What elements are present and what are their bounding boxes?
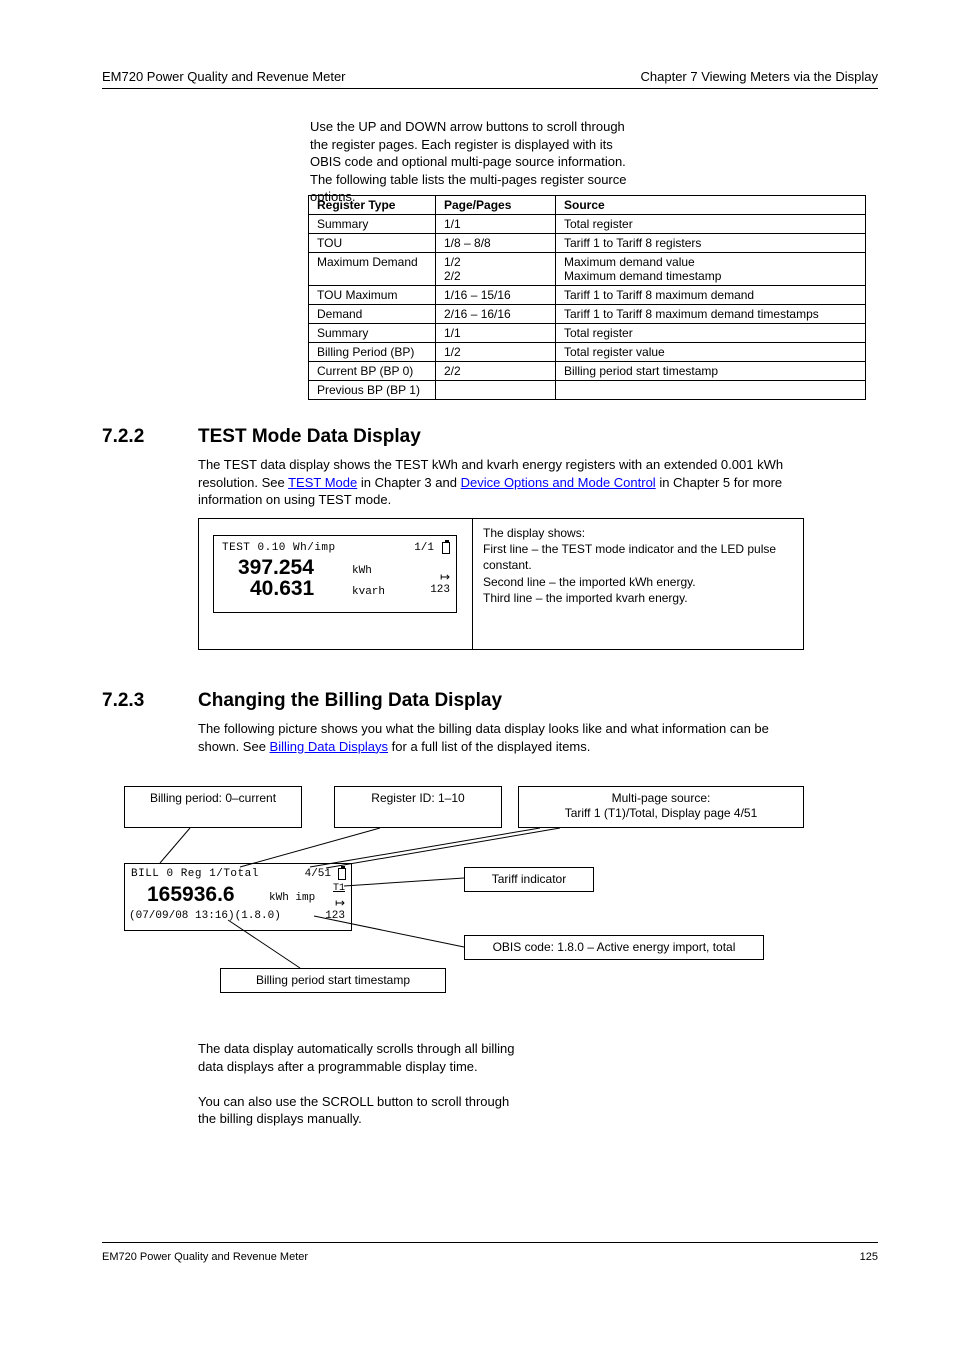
bill-lcd-topline: BILL 0 Reg 1/Total bbox=[131, 868, 259, 880]
table-row: Billing Period (BP)1/2Total register val… bbox=[309, 343, 866, 362]
section-number-722: 7.2.2 bbox=[102, 424, 144, 450]
footer-rule bbox=[102, 1242, 878, 1243]
billing-lcd: BILL 0 Reg 1/Total 4/51 165936.6 kWh imp… bbox=[124, 863, 352, 931]
billing-tail-paragraph: The data display automatically scrolls t… bbox=[198, 1040, 804, 1128]
lcd-topline: TEST 0.10 Wh/imp bbox=[222, 542, 336, 554]
phase-indicator: 123 bbox=[325, 910, 345, 922]
battery-icon bbox=[338, 868, 346, 880]
link-device-options[interactable]: Device Options and Mode Control bbox=[461, 475, 656, 490]
testmode-paragraph: The TEST data display shows the TEST kWh… bbox=[198, 456, 804, 509]
intro-paragraph: Use the UP and DOWN arrow buttons to scr… bbox=[310, 118, 870, 206]
col-source: Source bbox=[556, 196, 866, 215]
footer-page-number: 125 bbox=[860, 1251, 878, 1263]
footer-left: EM720 Power Quality and Revenue Meter bbox=[102, 1251, 308, 1263]
tail-line: the billing displays manually. bbox=[198, 1111, 362, 1126]
table-row: Summary1/1Total register bbox=[309, 324, 866, 343]
flow-arrow-icon: ↦ bbox=[335, 896, 345, 910]
bill-lcd-unit: kWh imp bbox=[269, 892, 315, 904]
callout-obis: OBIS code: 1.8.0 – Active energy import,… bbox=[464, 935, 764, 960]
callout-register-id: Register ID: 1–10 bbox=[334, 786, 502, 828]
intro-line: the register pages. Each register is dis… bbox=[310, 137, 613, 152]
register-source-table: Register Type Page/Pages Source Summary1… bbox=[308, 195, 866, 400]
bill-lcd-page: 4/51 bbox=[305, 868, 331, 880]
battery-icon bbox=[442, 542, 450, 554]
tariff-indicator: T1 bbox=[333, 883, 345, 894]
desc-line: First line – the TEST mode indicator and… bbox=[483, 542, 776, 572]
lcd-kvarh-value: 40.631 bbox=[250, 577, 314, 601]
table-row: Demand2/16 – 16/16Tariff 1 to Tariff 8 m… bbox=[309, 305, 866, 324]
callout-billing-period: Billing period: 0–current bbox=[124, 786, 302, 828]
table-header-row: Register Type Page/Pages Source bbox=[309, 196, 866, 215]
callout-timestamp: Billing period start timestamp bbox=[220, 968, 446, 993]
tail-line: The data display automatically scrolls t… bbox=[198, 1041, 515, 1056]
intro-line: OBIS code and optional multi-page source… bbox=[310, 154, 626, 169]
intro-line: The following table lists the multi-page… bbox=[310, 172, 626, 187]
col-page-pages: Page/Pages bbox=[436, 196, 556, 215]
billing-paragraph: The following picture shows you what the… bbox=[198, 720, 804, 755]
desc-line: Third line – the imported kvarh energy. bbox=[483, 591, 688, 605]
tail-line: data displays after a programmable displ… bbox=[198, 1059, 478, 1074]
col-register-type: Register Type bbox=[309, 196, 436, 215]
tail-line: You can also use the SCROLL button to sc… bbox=[198, 1094, 509, 1109]
section-title-722: TEST Mode Data Display bbox=[198, 424, 421, 450]
table-row: Current BP (BP 0)2/2Billing period start… bbox=[309, 362, 866, 381]
lcd-kvarh-unit: kvarh bbox=[352, 586, 385, 598]
section-number-723: 7.2.3 bbox=[102, 688, 144, 714]
testmode-figure-box: TEST 0.10 Wh/imp 1/1 397.254 kWh 40.631 … bbox=[198, 518, 804, 650]
bill-lcd-value: 165936.6 bbox=[147, 883, 235, 907]
lcd-kwh-unit: kWh bbox=[352, 565, 372, 577]
link-billing-data-displays[interactable]: Billing Data Displays bbox=[270, 739, 389, 754]
bill-lcd-bottomline: (07/09/08 13:16)(1.8.0) bbox=[129, 910, 281, 922]
link-test-mode[interactable]: TEST Mode bbox=[288, 475, 357, 490]
table-row: Previous BP (BP 1) bbox=[309, 381, 866, 400]
table-row: Maximum Demand1/2 2/2Maximum demand valu… bbox=[309, 253, 866, 286]
callout-multipage: Multi-page source: Tariff 1 (T1)/Total, … bbox=[518, 786, 804, 828]
desc-line: The display shows: bbox=[483, 526, 585, 540]
header-left: EM720 Power Quality and Revenue Meter bbox=[102, 68, 346, 86]
table-row: TOU1/8 – 8/8Tariff 1 to Tariff 8 registe… bbox=[309, 234, 866, 253]
testmode-lcd: TEST 0.10 Wh/imp 1/1 397.254 kWh 40.631 … bbox=[213, 535, 457, 613]
table-row: TOU Maximum1/16 – 15/16Tariff 1 to Tarif… bbox=[309, 286, 866, 305]
desc-line: Second line – the imported kWh energy. bbox=[483, 575, 696, 589]
header-right: Chapter 7 Viewing Meters via the Display bbox=[641, 68, 879, 86]
table-row: Summary1/1Total register bbox=[309, 215, 866, 234]
flow-arrow-icon: ↦ bbox=[440, 570, 450, 584]
callout-tariff: Tariff indicator bbox=[464, 867, 594, 892]
phase-indicator: 123 bbox=[430, 584, 450, 596]
testmode-description: The display shows: First line – the TEST… bbox=[473, 519, 803, 649]
lcd-page: 1/1 bbox=[414, 542, 434, 554]
intro-line: Use the UP and DOWN arrow buttons to scr… bbox=[310, 119, 625, 134]
header-rule bbox=[102, 88, 878, 89]
section-title-723: Changing the Billing Data Display bbox=[198, 688, 502, 714]
testmode-lcd-column: TEST 0.10 Wh/imp 1/1 397.254 kWh 40.631 … bbox=[199, 519, 473, 649]
